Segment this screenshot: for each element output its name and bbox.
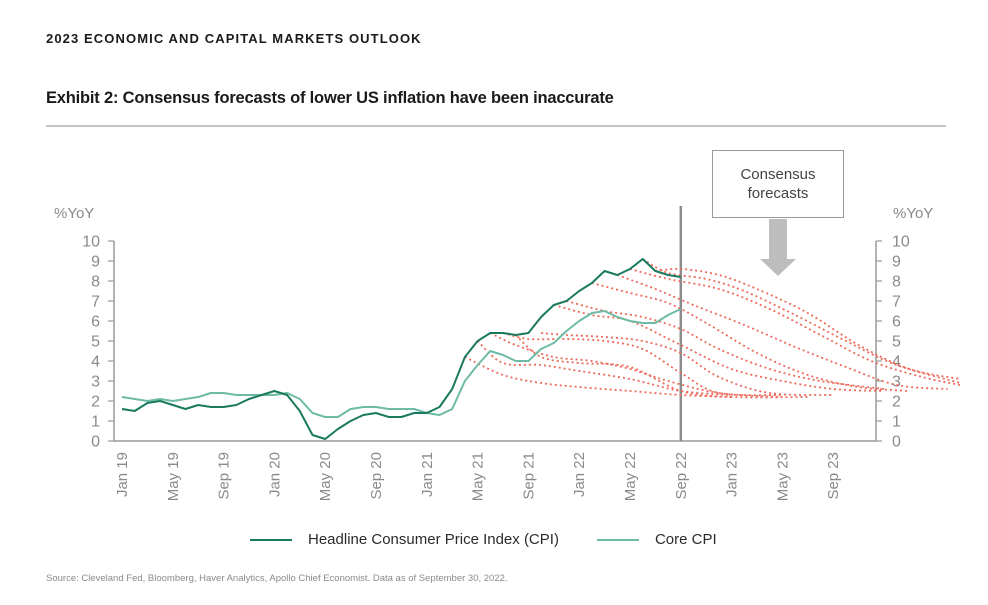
x-tick-label: May 22 [622, 452, 639, 501]
forecast-line [476, 340, 732, 396]
left-y-tick-label: 2 [91, 394, 100, 411]
right-y-tick-label: 0 [892, 434, 901, 451]
left-y-axis-label: %YoY [54, 205, 94, 222]
x-tick-label: May 20 [317, 452, 334, 501]
forecast-line [616, 274, 948, 390]
forecast-line [591, 282, 910, 392]
callout-arrow [760, 219, 796, 276]
axes: 0 0 1 1 2 2 3 3 4 4 5 5 6 6 7 7 8 8 9 9 10 10 %YoY %YoY Jan 19 Ma… [54, 205, 933, 501]
x-tick-label: May 23 [774, 452, 791, 501]
chart-legend: Headline Consumer Price Index (CPI) Core… [250, 531, 755, 548]
forecast-line [464, 356, 732, 398]
x-tick-label: Jan 19 [114, 452, 131, 497]
x-tick-label: May 21 [470, 452, 487, 501]
x-tick-label: Sep 21 [520, 452, 537, 500]
left-y-tick-label: 4 [91, 354, 100, 371]
x-tick-label: Sep 20 [368, 452, 385, 500]
forecast-line [655, 267, 961, 380]
right-y-tick-label: 1 [892, 414, 901, 431]
forecast-line [566, 300, 885, 390]
left-y-tick-label: 6 [91, 314, 100, 331]
cpi-series [121, 258, 682, 440]
headline-cpi-line [121, 258, 681, 440]
x-tick-label: Sep 22 [673, 452, 690, 500]
legend-swatch-core [596, 538, 639, 541]
left-y-tick-label: 9 [91, 254, 100, 271]
left-y-tick-label: 1 [91, 414, 100, 431]
forecast-line [553, 304, 885, 392]
x-tick-label: Sep 19 [216, 452, 233, 500]
left-y-tick-label: 3 [91, 374, 100, 391]
source-note: Source: Cleveland Fed, Bloomberg, Haver … [46, 573, 508, 584]
forecast-line [629, 268, 961, 386]
forecast-line [642, 258, 961, 384]
callout-line-1: Consensus [740, 166, 816, 183]
right-y-tick-label: 6 [892, 314, 901, 331]
title-divider [46, 125, 946, 127]
x-tick-label: Jan 23 [724, 452, 741, 497]
forecast-line [515, 334, 808, 399]
left-y-tick-label: 0 [91, 434, 100, 451]
callout-line-2: forecasts [747, 185, 809, 202]
core-cpi-line [121, 308, 682, 418]
legend-item-headline-cpi: Headline Consumer Price Index (CPI) [250, 531, 559, 548]
consensus-forecasts-callout: Consensus forecasts [712, 150, 844, 218]
left-y-tick-label: 7 [91, 294, 100, 311]
legend-swatch-headline [250, 538, 292, 541]
left-y-tick-label: 8 [91, 274, 100, 291]
legend-label-core: Core CPI [654, 531, 717, 548]
right-y-tick-label: 10 [892, 234, 910, 251]
x-tick-label: Jan 22 [571, 452, 588, 497]
right-y-tick-label: 5 [892, 334, 901, 351]
left-y-tick-label: 10 [82, 234, 100, 251]
down-arrow-icon [760, 219, 796, 276]
right-y-tick-label: 4 [892, 354, 901, 371]
right-y-tick-label: 7 [892, 294, 901, 311]
legend-label-headline: Headline Consumer Price Index (CPI) [308, 531, 559, 548]
x-tick-label: Jan 20 [266, 452, 283, 497]
report-header: 2023 ECONOMIC AND CAPITAL MARKETS OUTLOO… [46, 31, 422, 46]
left-y-tick-label: 5 [91, 334, 100, 351]
right-y-tick-label: 2 [892, 394, 901, 411]
x-tick-label: Sep 23 [825, 452, 842, 500]
right-y-axis-label: %YoY [893, 205, 933, 222]
x-tick-label: Jan 21 [419, 452, 436, 497]
x-tick-label: May 19 [165, 452, 182, 501]
exhibit-title: Exhibit 2: Consensus forecasts of lower … [46, 89, 614, 107]
forecast-lines [464, 258, 961, 399]
right-y-tick-label: 3 [892, 374, 901, 391]
forecast-line [541, 332, 834, 396]
right-y-tick-label: 9 [892, 254, 901, 271]
right-y-tick-label: 8 [892, 274, 901, 291]
forecast-line [489, 332, 783, 398]
legend-item-core-cpi: Core CPI [596, 531, 717, 548]
forecast-line [502, 332, 783, 397]
